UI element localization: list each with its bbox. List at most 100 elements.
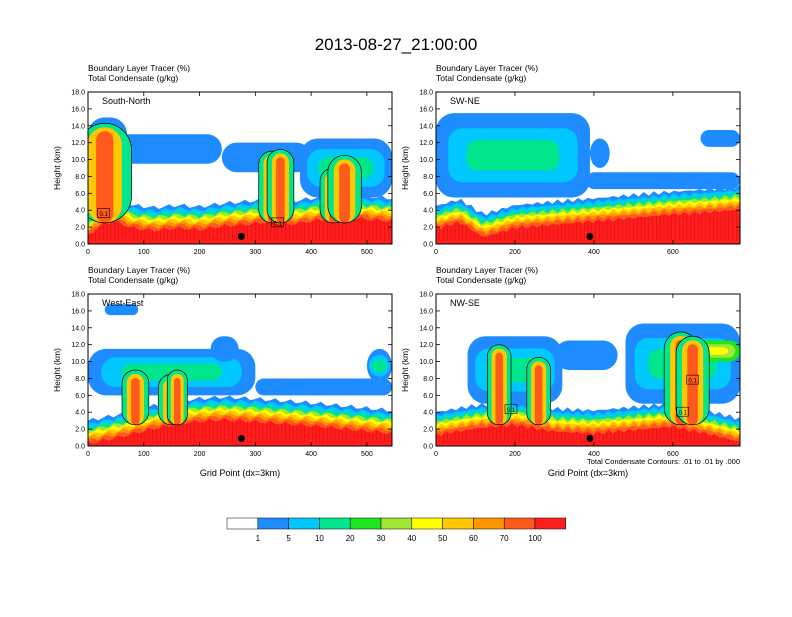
y-tick-label: 4.0 [423,410,433,417]
tower-contour [486,344,512,426]
colorbar-label: 5 [286,534,291,543]
y-tick-label: 14.0 [419,325,433,332]
y-tick-label: 18.0 [71,292,85,299]
panel-line2: Total Condensate (g/kg) [436,73,526,83]
contour-label-box [504,404,518,414]
plot-frame [435,293,741,447]
location-marker [586,232,594,240]
panel-line1: Boundary Layer Tracer (%) [436,63,538,73]
colorbar-swatch [411,517,443,530]
y-axis-label: Height (km) [400,348,410,392]
y-tick-label: 4.0 [75,208,85,215]
cloud-band-mid [598,175,728,187]
panel-line1: Boundary Layer Tracer (%) [88,265,190,275]
x-tick-label: 300 [249,249,261,256]
tower-core [131,378,140,425]
tower-contour [166,369,188,426]
x-tick-label: 600 [667,451,679,458]
y-tick-label: 6.0 [75,393,85,400]
plot-area [88,294,392,446]
tower-contour [675,335,710,426]
y-tick-label: 8.0 [423,376,433,383]
y-tick-label: 12.0 [71,140,85,147]
tower-contour [121,369,150,426]
y-tick-label: 10.0 [419,359,433,366]
panel-4: 0.1 0.1 0.1 0.0 2.0 4.0 6.0 8.0 10.0 12.0 14.0 16.0… [400,265,741,478]
cloud-band-outer [589,138,610,168]
x-tick-label: 400 [305,451,317,458]
contour-label-box [676,406,690,417]
y-tick-label: 16.0 [71,106,85,113]
y-tick-label: 6.0 [75,191,85,198]
panel-subtitle: West-East [102,298,144,308]
x-tick-label: 500 [361,451,373,458]
tower-contour [327,154,362,224]
y-tick-label: 6.0 [423,191,433,198]
contour-label: 0.1 [273,221,282,227]
plot-frame [87,293,393,447]
y-tick-label: 18.0 [419,90,433,97]
y-tick-label: 16.0 [419,106,433,113]
colorbar-swatch [288,517,320,530]
y-tick-label: 10.0 [71,359,85,366]
x-tick-label: 0 [86,249,90,256]
y-axis-label: Height (km) [400,146,410,190]
colorbar-label: 20 [346,534,355,543]
colorbar-swatch [473,517,505,530]
y-tick-label: 14.0 [71,325,85,332]
location-marker [586,434,594,442]
y-tick-label: 8.0 [423,174,433,181]
x-tick-label: 100 [138,249,150,256]
tower-core [276,157,285,223]
colorbar-label: 60 [469,534,478,543]
tower-contour [526,356,551,426]
y-tick-label: 2.0 [423,225,433,232]
x-tick-label: 0 [434,451,438,458]
colorbar-label: 50 [438,534,447,543]
contour-note: Total Condensate Contours: .01 to .01 by… [587,457,740,466]
x-tick-label: 600 [667,249,679,256]
y-tick-label: 0.0 [75,444,85,451]
plot-frame [435,91,741,245]
y-tick-label: 0.0 [423,242,433,249]
colorbar-swatch [226,517,259,530]
contour-label-box [686,374,699,385]
panel-subtitle: SW-NE [450,96,480,106]
panel-2: 0.0 2.0 4.0 6.0 8.0 10.0 12.0 14.0 16.0 18.0 0 200 4… [400,63,741,256]
y-tick-label: 0.0 [423,444,433,451]
tower-core [687,344,698,425]
y-tick-label: 10.0 [419,157,433,164]
y-tick-label: 14.0 [71,123,85,130]
colorbar-swatch [319,517,351,530]
x-tick-label: 200 [194,451,206,458]
plot-area: 0.1 0.1 0.1 [436,294,740,446]
x-axis-label: Grid Point (dx=3km) [200,468,280,478]
figure-title: 2013-08-27_21:00:00 [315,35,478,54]
y-axis-label: Height (km) [52,348,62,392]
contour-label: 0.1 [679,411,688,417]
y-tick-label: 0.0 [75,242,85,249]
y-tick-label: 2.0 [75,225,85,232]
tower-core [495,352,503,425]
colorbar-label: 30 [377,534,386,543]
x-tick-label: 500 [361,249,373,256]
contour-label-box [271,217,284,228]
tower-core [174,378,181,425]
y-tick-label: 12.0 [71,342,85,349]
x-axis-label: Grid Point (dx=3km) [548,468,628,478]
tower-core [339,163,350,223]
colorbar-swatch [257,517,289,530]
panel-subtitle: NW-SE [450,298,480,308]
colorbar-label: 10 [315,534,324,543]
panel-line2: Total Condensate (g/kg) [88,275,178,285]
x-tick-label: 400 [305,249,317,256]
panel-subtitle: South-North [102,96,151,106]
panels-group: 0.1 0.1 0.0 2.0 4.0 6.0 8.0 10.0 12.0 14.0 16.0 18.… [52,63,741,478]
cloud-band-outer [104,304,139,316]
panel-line2: Total Condensate (g/kg) [436,275,526,285]
panel-3: 0.0 2.0 4.0 6.0 8.0 10.0 12.0 14.0 16.0 18.0 0 100 2… [52,265,393,478]
colorbar-swatch [380,517,413,530]
y-tick-label: 4.0 [75,410,85,417]
colorbar-label: 40 [407,534,416,543]
